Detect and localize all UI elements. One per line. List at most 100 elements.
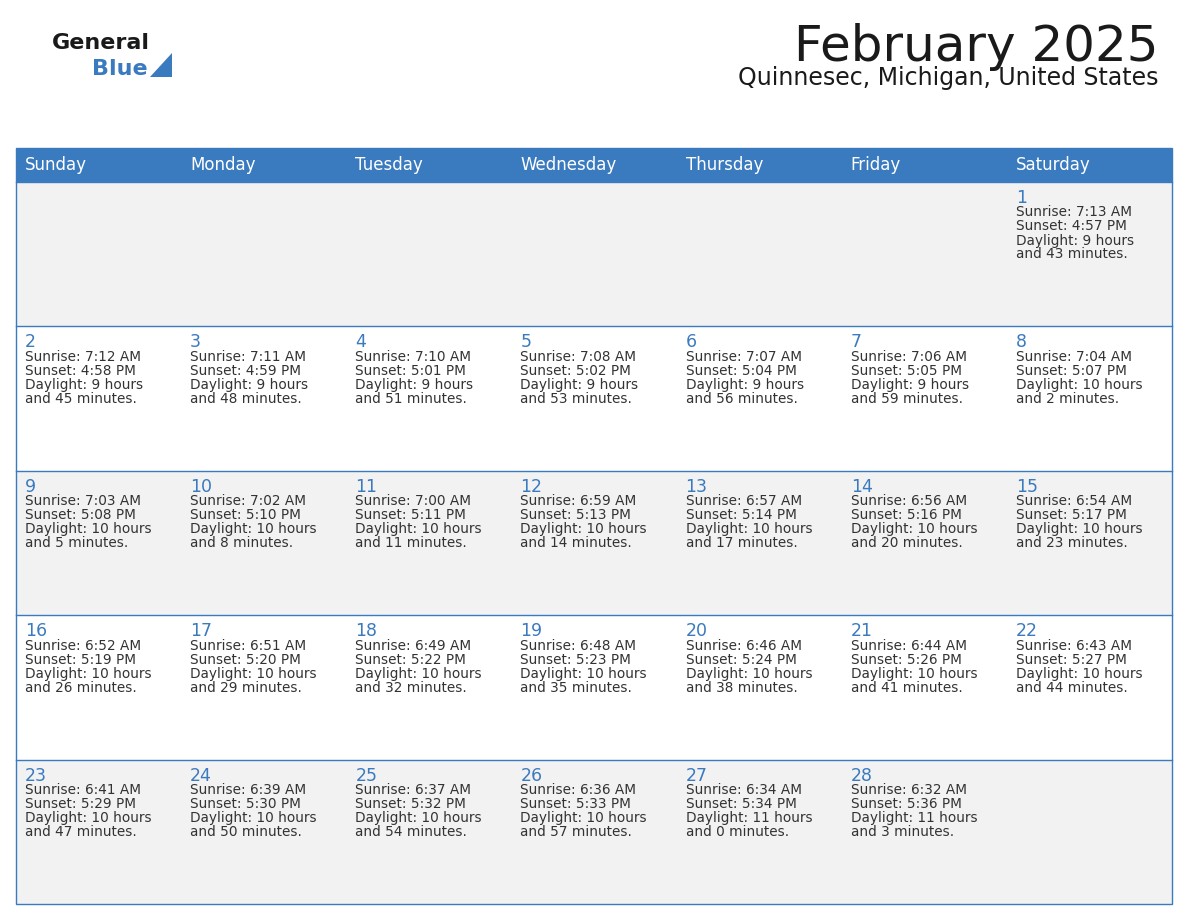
Text: Daylight: 10 hours: Daylight: 10 hours xyxy=(1016,378,1143,392)
Text: Sunrise: 7:12 AM: Sunrise: 7:12 AM xyxy=(25,350,141,364)
Text: Sunrise: 6:48 AM: Sunrise: 6:48 AM xyxy=(520,639,637,653)
Text: Daylight: 10 hours: Daylight: 10 hours xyxy=(190,812,317,825)
Text: Sunset: 5:10 PM: Sunset: 5:10 PM xyxy=(190,509,301,522)
Text: Sunset: 5:30 PM: Sunset: 5:30 PM xyxy=(190,797,301,812)
Bar xyxy=(15,148,1173,182)
Text: 16: 16 xyxy=(25,622,48,640)
Text: Sunset: 5:04 PM: Sunset: 5:04 PM xyxy=(685,364,796,378)
Text: Sunrise: 6:43 AM: Sunrise: 6:43 AM xyxy=(1016,639,1132,653)
Text: Daylight: 10 hours: Daylight: 10 hours xyxy=(520,666,647,681)
Text: Quinnesec, Michigan, United States: Quinnesec, Michigan, United States xyxy=(738,66,1158,90)
Text: Sunrise: 6:57 AM: Sunrise: 6:57 AM xyxy=(685,494,802,509)
Text: 1: 1 xyxy=(1016,189,1026,207)
Text: and 26 minutes.: and 26 minutes. xyxy=(25,681,137,695)
Text: Sunset: 5:08 PM: Sunset: 5:08 PM xyxy=(25,509,135,522)
Text: Sunrise: 6:51 AM: Sunrise: 6:51 AM xyxy=(190,639,307,653)
Bar xyxy=(15,615,1173,759)
Text: and 57 minutes.: and 57 minutes. xyxy=(520,825,632,839)
Text: and 32 minutes.: and 32 minutes. xyxy=(355,681,467,695)
Text: Sunset: 5:34 PM: Sunset: 5:34 PM xyxy=(685,797,796,812)
Text: and 20 minutes.: and 20 minutes. xyxy=(851,536,962,550)
Text: Sunrise: 6:56 AM: Sunrise: 6:56 AM xyxy=(851,494,967,509)
Text: 8: 8 xyxy=(1016,333,1026,352)
Text: and 51 minutes.: and 51 minutes. xyxy=(355,392,467,406)
Text: Sunrise: 6:36 AM: Sunrise: 6:36 AM xyxy=(520,783,637,797)
Text: and 44 minutes.: and 44 minutes. xyxy=(1016,681,1127,695)
Text: Sunset: 5:17 PM: Sunset: 5:17 PM xyxy=(1016,509,1126,522)
Text: Daylight: 10 hours: Daylight: 10 hours xyxy=(355,812,482,825)
Bar xyxy=(15,759,1173,904)
Text: Daylight: 9 hours: Daylight: 9 hours xyxy=(851,378,969,392)
Text: 18: 18 xyxy=(355,622,378,640)
Text: Monday: Monday xyxy=(190,156,255,174)
Text: 25: 25 xyxy=(355,767,378,785)
Text: Daylight: 10 hours: Daylight: 10 hours xyxy=(190,666,317,681)
Text: Sunrise: 6:46 AM: Sunrise: 6:46 AM xyxy=(685,639,802,653)
Text: Sunrise: 6:49 AM: Sunrise: 6:49 AM xyxy=(355,639,472,653)
Text: and 8 minutes.: and 8 minutes. xyxy=(190,536,293,550)
Text: Sunrise: 7:11 AM: Sunrise: 7:11 AM xyxy=(190,350,307,364)
Text: 4: 4 xyxy=(355,333,366,352)
Text: and 41 minutes.: and 41 minutes. xyxy=(851,681,962,695)
Text: 12: 12 xyxy=(520,477,543,496)
Text: General: General xyxy=(52,33,150,53)
Text: and 23 minutes.: and 23 minutes. xyxy=(1016,536,1127,550)
Text: and 56 minutes.: and 56 minutes. xyxy=(685,392,797,406)
Text: Daylight: 10 hours: Daylight: 10 hours xyxy=(1016,522,1143,536)
Text: and 3 minutes.: and 3 minutes. xyxy=(851,825,954,839)
Text: Daylight: 10 hours: Daylight: 10 hours xyxy=(25,666,152,681)
Text: Sunset: 4:57 PM: Sunset: 4:57 PM xyxy=(1016,219,1126,233)
Text: Daylight: 11 hours: Daylight: 11 hours xyxy=(851,812,978,825)
Text: 24: 24 xyxy=(190,767,211,785)
Text: Wednesday: Wednesday xyxy=(520,156,617,174)
Text: Daylight: 10 hours: Daylight: 10 hours xyxy=(25,522,152,536)
Text: Daylight: 9 hours: Daylight: 9 hours xyxy=(520,378,639,392)
Text: Sunset: 5:16 PM: Sunset: 5:16 PM xyxy=(851,509,961,522)
Text: Daylight: 10 hours: Daylight: 10 hours xyxy=(25,812,152,825)
Text: Sunrise: 7:08 AM: Sunrise: 7:08 AM xyxy=(520,350,637,364)
Bar xyxy=(15,182,1173,327)
Text: Sunset: 5:26 PM: Sunset: 5:26 PM xyxy=(851,653,961,666)
Text: Sunrise: 7:02 AM: Sunrise: 7:02 AM xyxy=(190,494,307,509)
Text: Sunrise: 7:10 AM: Sunrise: 7:10 AM xyxy=(355,350,472,364)
Text: Sunrise: 7:06 AM: Sunrise: 7:06 AM xyxy=(851,350,967,364)
Text: Sunset: 5:02 PM: Sunset: 5:02 PM xyxy=(520,364,631,378)
Text: and 59 minutes.: and 59 minutes. xyxy=(851,392,962,406)
Text: Daylight: 10 hours: Daylight: 10 hours xyxy=(851,522,978,536)
Text: Sunrise: 6:32 AM: Sunrise: 6:32 AM xyxy=(851,783,967,797)
Text: Sunset: 5:23 PM: Sunset: 5:23 PM xyxy=(520,653,631,666)
Text: and 2 minutes.: and 2 minutes. xyxy=(1016,392,1119,406)
Text: and 47 minutes.: and 47 minutes. xyxy=(25,825,137,839)
Text: and 38 minutes.: and 38 minutes. xyxy=(685,681,797,695)
Text: Daylight: 9 hours: Daylight: 9 hours xyxy=(685,378,804,392)
Text: Sunrise: 6:52 AM: Sunrise: 6:52 AM xyxy=(25,639,141,653)
Text: Daylight: 10 hours: Daylight: 10 hours xyxy=(851,666,978,681)
Text: Daylight: 9 hours: Daylight: 9 hours xyxy=(190,378,308,392)
Text: and 50 minutes.: and 50 minutes. xyxy=(190,825,302,839)
Text: Sunset: 5:13 PM: Sunset: 5:13 PM xyxy=(520,509,631,522)
Text: and 35 minutes.: and 35 minutes. xyxy=(520,681,632,695)
Text: 19: 19 xyxy=(520,622,543,640)
Text: Sunset: 5:14 PM: Sunset: 5:14 PM xyxy=(685,509,796,522)
Bar xyxy=(15,327,1173,471)
Text: Sunrise: 7:04 AM: Sunrise: 7:04 AM xyxy=(1016,350,1132,364)
Text: and 48 minutes.: and 48 minutes. xyxy=(190,392,302,406)
Text: 5: 5 xyxy=(520,333,531,352)
Text: Thursday: Thursday xyxy=(685,156,763,174)
Text: Sunset: 5:24 PM: Sunset: 5:24 PM xyxy=(685,653,796,666)
Text: 3: 3 xyxy=(190,333,201,352)
Text: Sunrise: 7:00 AM: Sunrise: 7:00 AM xyxy=(355,494,472,509)
Text: and 53 minutes.: and 53 minutes. xyxy=(520,392,632,406)
Text: 11: 11 xyxy=(355,477,378,496)
Text: Daylight: 9 hours: Daylight: 9 hours xyxy=(1016,233,1135,248)
Text: Daylight: 10 hours: Daylight: 10 hours xyxy=(355,666,482,681)
Text: Sunrise: 7:03 AM: Sunrise: 7:03 AM xyxy=(25,494,141,509)
Text: and 29 minutes.: and 29 minutes. xyxy=(190,681,302,695)
Text: Daylight: 10 hours: Daylight: 10 hours xyxy=(520,812,647,825)
Polygon shape xyxy=(150,53,172,77)
Bar xyxy=(15,148,1173,904)
Text: Daylight: 10 hours: Daylight: 10 hours xyxy=(190,522,317,536)
Text: Sunset: 5:19 PM: Sunset: 5:19 PM xyxy=(25,653,135,666)
Text: Sunset: 4:58 PM: Sunset: 4:58 PM xyxy=(25,364,135,378)
Text: and 5 minutes.: and 5 minutes. xyxy=(25,536,128,550)
